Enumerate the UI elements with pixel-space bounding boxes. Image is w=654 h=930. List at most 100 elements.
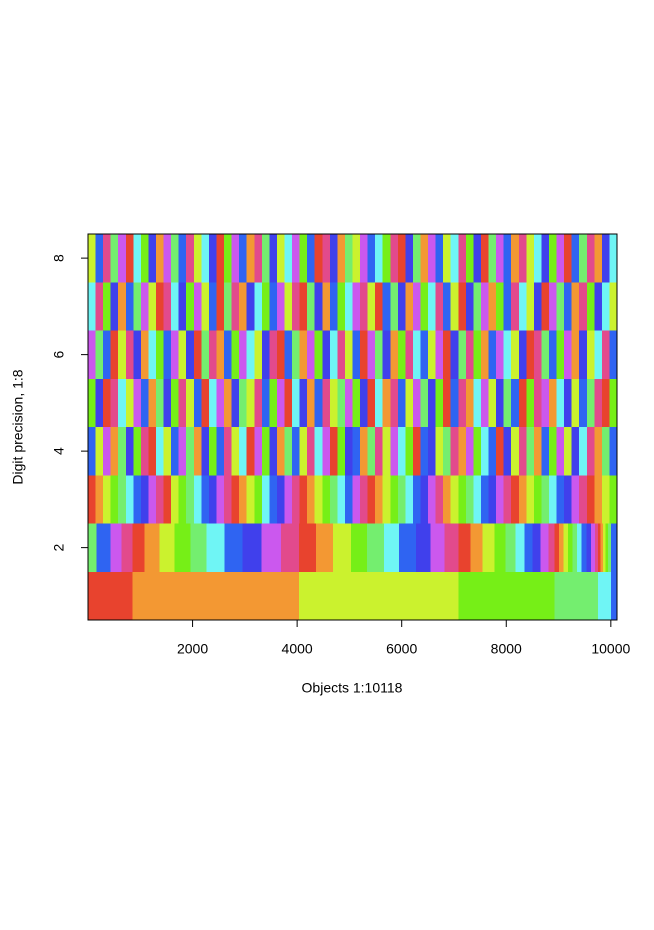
cell <box>231 475 240 524</box>
cell <box>344 282 353 331</box>
cell <box>246 475 255 524</box>
cell <box>110 475 119 524</box>
cell <box>524 523 533 572</box>
cell <box>95 234 104 283</box>
cell <box>360 282 368 331</box>
cell <box>548 427 557 476</box>
cell <box>518 427 527 476</box>
cell <box>103 427 111 476</box>
cell <box>533 475 542 524</box>
cell <box>496 475 504 524</box>
cell <box>548 378 557 427</box>
cell <box>125 427 134 476</box>
cell <box>405 378 414 427</box>
cell <box>103 282 111 331</box>
cell <box>597 571 611 620</box>
cell <box>276 378 285 427</box>
cell <box>315 523 333 572</box>
cell <box>299 282 308 331</box>
cell <box>571 234 580 283</box>
cell <box>133 234 142 283</box>
cell <box>511 234 520 283</box>
cell <box>556 234 565 283</box>
x-tick-label: 8000 <box>491 641 522 657</box>
cell <box>95 282 104 331</box>
cell <box>88 571 133 620</box>
cell <box>554 571 598 620</box>
cell <box>571 378 580 427</box>
cell <box>201 378 210 427</box>
cell <box>601 427 610 476</box>
cell <box>405 330 414 379</box>
cell <box>246 378 255 427</box>
cell <box>571 282 580 331</box>
cell <box>420 330 429 379</box>
cell <box>458 234 467 283</box>
cell <box>103 378 111 427</box>
cell <box>609 378 618 427</box>
cell <box>480 378 489 427</box>
cell <box>444 523 459 572</box>
cell <box>298 571 459 620</box>
cell <box>390 378 399 427</box>
cell <box>88 427 96 476</box>
cell <box>148 234 157 283</box>
cell <box>314 282 323 331</box>
cell <box>382 282 391 331</box>
cell <box>231 234 240 283</box>
cell <box>307 475 316 524</box>
cell <box>435 330 444 379</box>
cell <box>450 234 459 283</box>
cell <box>118 234 127 283</box>
cell <box>269 475 278 524</box>
cell <box>224 427 232 476</box>
cell <box>586 330 595 379</box>
cell <box>95 475 104 524</box>
cell <box>352 330 361 379</box>
cell <box>163 427 172 476</box>
cell <box>450 427 459 476</box>
cell <box>337 378 346 427</box>
cell <box>375 378 384 427</box>
cell <box>201 475 210 524</box>
cell <box>133 378 142 427</box>
cell <box>231 282 240 331</box>
cell <box>430 523 445 572</box>
cell <box>239 427 247 476</box>
cell <box>511 282 520 331</box>
cell <box>276 282 285 331</box>
cell <box>118 427 127 476</box>
cell <box>458 330 467 379</box>
cell <box>216 427 225 476</box>
cell <box>239 330 247 379</box>
cell <box>193 378 202 427</box>
cell <box>397 234 406 283</box>
cell <box>564 234 572 283</box>
cell <box>473 234 482 283</box>
cell <box>171 282 179 331</box>
cell <box>610 523 617 572</box>
cell <box>148 475 157 524</box>
cell <box>397 330 406 379</box>
cell <box>159 523 175 572</box>
cell <box>443 234 452 283</box>
cell <box>88 330 96 379</box>
cell <box>239 234 247 283</box>
cell <box>375 475 384 524</box>
cell <box>208 330 217 379</box>
cell <box>518 234 527 283</box>
cell <box>261 523 281 572</box>
cell <box>261 234 270 283</box>
cell <box>602 523 606 572</box>
cell <box>254 427 263 476</box>
cell <box>284 378 293 427</box>
cell <box>186 282 195 331</box>
cell <box>110 378 119 427</box>
cell <box>103 234 111 283</box>
cell <box>110 234 119 283</box>
cell <box>428 427 436 476</box>
cell <box>518 330 527 379</box>
cell <box>156 234 164 283</box>
cell <box>503 330 512 379</box>
